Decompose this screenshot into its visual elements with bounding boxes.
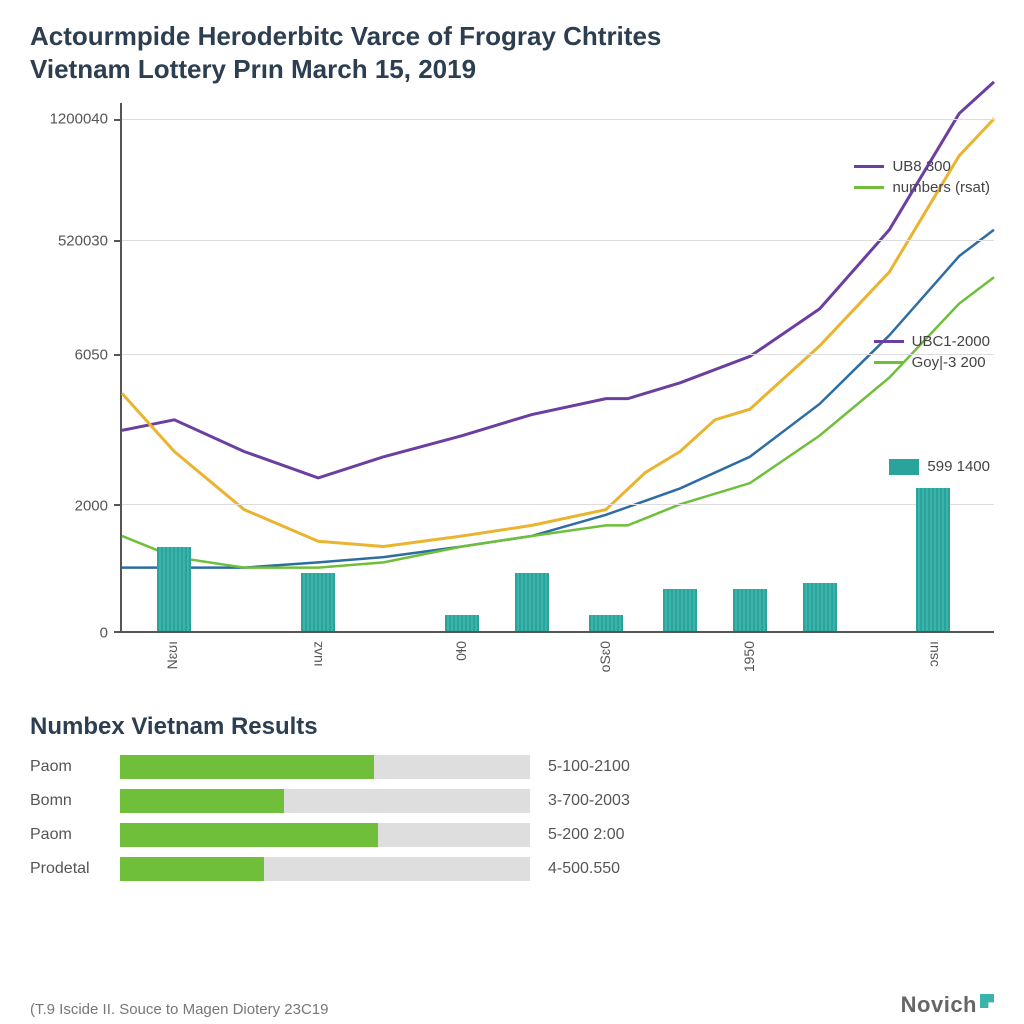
result-bar-fill — [120, 857, 264, 881]
y-tick-label: 1200040 — [50, 110, 108, 127]
legend-swatch — [854, 186, 884, 189]
legend-group: 599 1400 — [889, 458, 990, 479]
y-tick-mark — [114, 354, 122, 356]
y-tick-label: 2000 — [75, 497, 108, 514]
x-tick-label: ıuʌz — [309, 641, 325, 667]
brand-logo: Novich — [901, 992, 994, 1018]
legend-swatch — [854, 165, 884, 168]
legend-item: 599 1400 — [889, 458, 990, 475]
title-line-1: Actourmpide Heroderbitc Varce of Frogray… — [30, 20, 994, 53]
result-row: Prodetal 4-500.550 — [30, 857, 994, 881]
y-tick-label: 6050 — [75, 346, 108, 363]
bar — [803, 583, 837, 631]
source-text: (T.9 Iscide II. Souce to Magen Diotery 2… — [30, 1001, 328, 1018]
result-row: Bomn 3-700-2003 — [30, 789, 994, 813]
x-tick-label: oSɛ0 — [597, 641, 613, 672]
legend-item: UB8 300 — [854, 158, 990, 175]
result-bar-fill — [120, 789, 284, 813]
legend-swatch — [889, 459, 919, 475]
result-label: Paom — [30, 758, 120, 776]
legend-item: Goy|-3 200 — [874, 354, 990, 371]
legend-label: UBC1-2000 — [912, 333, 990, 350]
grid-line — [122, 354, 994, 355]
x-tick-label: 0ɬ0 — [453, 641, 469, 661]
result-bar-track — [120, 857, 530, 881]
results-title: Numbex Vietnam Results — [30, 713, 994, 741]
bar — [301, 573, 335, 631]
result-label: Bomn — [30, 792, 120, 810]
y-tick-label: 520030 — [58, 232, 108, 249]
result-label: Prodetal — [30, 860, 120, 878]
bar — [445, 615, 479, 631]
legend-label: numbers (rsat) — [892, 179, 990, 196]
legend-group: UBC1-2000 Goy|-3 200 — [874, 333, 990, 375]
legend-item: numbers (rsat) — [854, 179, 990, 196]
result-bar-track — [120, 823, 530, 847]
grid-line — [122, 504, 994, 505]
legend-swatch — [874, 361, 904, 364]
y-tick-mark — [114, 119, 122, 121]
y-tick-label: 0 — [100, 625, 108, 642]
grid-line — [122, 240, 994, 241]
x-tick-label: 1950 — [741, 641, 757, 672]
series-purple — [122, 82, 994, 478]
result-value: 4-500.550 — [548, 860, 620, 878]
main-chart: 1200040520030605020000 UB8 300numbers (r… — [30, 103, 994, 633]
series-green — [122, 277, 994, 567]
bar — [663, 589, 697, 631]
x-tick-label: ɔsuı — [925, 641, 941, 667]
results-section: Numbex Vietnam Results Paom 5-100-2100 Bom… — [30, 713, 994, 881]
result-label: Paom — [30, 826, 120, 844]
result-bar-fill — [120, 755, 374, 779]
logo-mark-icon — [980, 994, 994, 1008]
bar — [515, 573, 549, 631]
bar — [733, 589, 767, 631]
bar — [589, 615, 623, 631]
legend-label: UB8 300 — [892, 158, 950, 175]
footer: (T.9 Iscide II. Souce to Magen Diotery 2… — [30, 992, 994, 1018]
legend-label: Goy|-3 200 — [912, 354, 986, 371]
result-bar-track — [120, 755, 530, 779]
legend-label: 599 1400 — [927, 458, 990, 475]
logo-text: Novich — [901, 992, 977, 1018]
result-row: Paom 5-100-2100 — [30, 755, 994, 779]
result-bar-track — [120, 789, 530, 813]
bar — [157, 547, 191, 631]
legend-swatch — [874, 340, 904, 343]
result-value: 5-200 2:00 — [548, 826, 625, 844]
legend-group: UB8 300 numbers (rsat) — [854, 158, 990, 200]
legend-item: UBC1-2000 — [874, 333, 990, 350]
result-bar-fill — [120, 823, 378, 847]
title-line-2: Vietnam Lottery Prın March 15, 2019 — [30, 53, 994, 86]
result-value: 5-100-2100 — [548, 758, 630, 776]
bar-highlight — [916, 488, 950, 631]
y-tick-mark — [114, 504, 122, 506]
y-axis: 1200040520030605020000 — [30, 103, 120, 633]
grid-line — [122, 119, 994, 120]
result-value: 3-700-2003 — [548, 792, 630, 810]
x-axis-labels: Nɛʊı ıuʌz 0ɬ0 oSɛ0 1950 ɔsuı — [120, 633, 994, 703]
x-tick-label: Nɛʊı — [164, 641, 180, 669]
y-tick-mark — [114, 240, 122, 242]
chart-title-block: Actourmpide Heroderbitc Varce of Frogray… — [30, 20, 994, 85]
result-row: Paom 5-200 2:00 — [30, 823, 994, 847]
